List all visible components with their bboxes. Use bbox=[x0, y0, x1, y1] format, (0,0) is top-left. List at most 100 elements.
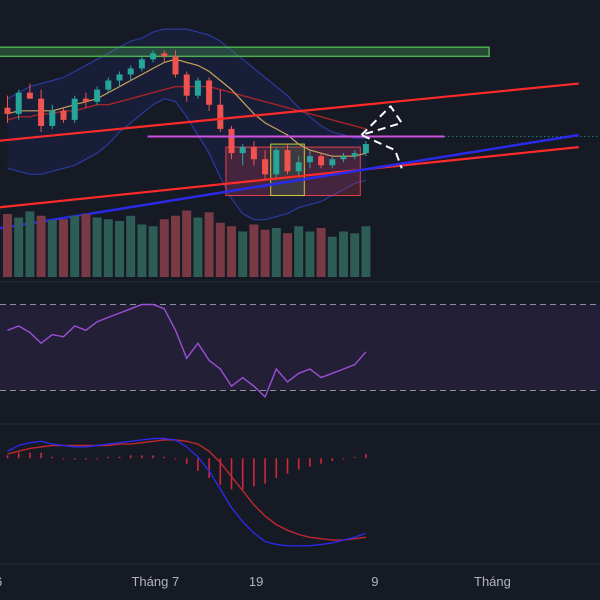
candle[interactable] bbox=[38, 89, 45, 132]
volume-bar bbox=[126, 215, 136, 277]
candle[interactable] bbox=[318, 153, 325, 169]
candle[interactable] bbox=[15, 89, 22, 120]
candle-body bbox=[340, 156, 347, 160]
macd-line[interactable] bbox=[7, 437, 367, 547]
volume-bar bbox=[59, 219, 68, 277]
lower-red-trendline[interactable] bbox=[0, 146, 579, 209]
candle-body bbox=[161, 53, 168, 57]
candle[interactable] bbox=[273, 147, 280, 178]
volume-bar bbox=[25, 211, 35, 277]
blue-support-trendline[interactable] bbox=[0, 133, 579, 230]
candle[interactable] bbox=[94, 86, 101, 105]
candle[interactable] bbox=[306, 150, 313, 169]
candle[interactable] bbox=[262, 150, 269, 181]
volume-bar bbox=[81, 214, 91, 277]
candle-body bbox=[194, 80, 201, 96]
candle-body bbox=[306, 156, 313, 163]
candle[interactable] bbox=[295, 156, 302, 178]
candle[interactable] bbox=[26, 83, 33, 99]
candle[interactable] bbox=[116, 71, 123, 87]
candle-body bbox=[138, 59, 145, 69]
candle[interactable] bbox=[250, 141, 257, 166]
volume-bar bbox=[193, 217, 203, 277]
candle-body bbox=[60, 110, 67, 120]
candle[interactable] bbox=[228, 125, 235, 160]
candle[interactable] bbox=[82, 92, 89, 108]
candle-body bbox=[329, 159, 336, 166]
candle[interactable] bbox=[239, 144, 246, 166]
candle[interactable] bbox=[362, 141, 369, 157]
candle-body bbox=[262, 159, 269, 175]
candle-body bbox=[273, 150, 280, 175]
volume-bar bbox=[283, 233, 292, 277]
candle-body bbox=[150, 53, 157, 60]
time-axis-label: Tháng bbox=[474, 574, 511, 589]
macd-signal-line[interactable] bbox=[7, 439, 366, 541]
candle-body bbox=[295, 162, 302, 172]
volume-bar bbox=[249, 224, 259, 277]
volume-bar bbox=[14, 217, 24, 277]
time-axis-label: 19 bbox=[249, 574, 263, 589]
candle[interactable] bbox=[4, 95, 11, 123]
rsi-pane[interactable] bbox=[0, 303, 600, 399]
candle-body bbox=[362, 144, 369, 154]
volume-bar bbox=[137, 224, 147, 277]
candle[interactable] bbox=[161, 50, 168, 63]
candle[interactable] bbox=[194, 77, 201, 99]
time-axis-label: Tháng 7 bbox=[131, 574, 179, 589]
upper-red-trendline[interactable] bbox=[0, 82, 579, 142]
volume-bar bbox=[350, 233, 360, 277]
candle[interactable] bbox=[206, 77, 213, 111]
projection-path[interactable] bbox=[360, 105, 403, 169]
candle[interactable] bbox=[138, 56, 145, 72]
volume-bar bbox=[92, 217, 102, 277]
candle-body bbox=[228, 128, 235, 154]
volume-bar bbox=[148, 226, 158, 277]
volume-bar bbox=[238, 231, 248, 277]
short-moving-average-line bbox=[7, 58, 367, 157]
candle-body bbox=[15, 92, 22, 114]
candle[interactable] bbox=[127, 65, 134, 81]
volume-bar bbox=[36, 215, 46, 277]
candle-body bbox=[82, 98, 89, 102]
candle-body bbox=[71, 98, 78, 120]
volume-pane bbox=[3, 210, 371, 277]
candle[interactable] bbox=[340, 153, 347, 163]
rsi-band bbox=[0, 304, 600, 391]
time-axis: 6 Tháng 7 19 9 Tháng bbox=[0, 574, 511, 589]
candle[interactable] bbox=[49, 104, 56, 129]
candle[interactable] bbox=[105, 77, 112, 93]
candle[interactable] bbox=[150, 50, 157, 63]
time-axis-label: 6 bbox=[0, 574, 2, 589]
bollinger-upper-line bbox=[7, 28, 366, 139]
bollinger-lower-line bbox=[7, 98, 367, 221]
volume-bar bbox=[3, 214, 12, 277]
candle[interactable] bbox=[71, 95, 78, 123]
volume-bar bbox=[227, 226, 236, 277]
candle[interactable] bbox=[183, 71, 190, 102]
candle-body bbox=[284, 150, 291, 172]
time-axis-label: 9 bbox=[371, 574, 378, 589]
candle[interactable] bbox=[329, 156, 336, 169]
candle[interactable] bbox=[284, 144, 291, 175]
candle-body bbox=[127, 68, 134, 75]
volume-bar bbox=[305, 231, 315, 277]
resistance-zone[interactable] bbox=[0, 46, 490, 58]
volume-bar bbox=[316, 228, 326, 277]
candle[interactable] bbox=[217, 89, 224, 132]
volume-bar bbox=[115, 221, 124, 277]
candle-body bbox=[239, 147, 246, 154]
volume-bar bbox=[159, 219, 169, 277]
volume-bar bbox=[294, 226, 304, 277]
candle-body bbox=[94, 89, 101, 102]
candle-body bbox=[206, 80, 213, 105]
candle[interactable] bbox=[60, 107, 67, 123]
volume-bar bbox=[271, 228, 281, 277]
candle[interactable] bbox=[172, 50, 179, 78]
rsi-line[interactable] bbox=[7, 303, 367, 399]
candle[interactable] bbox=[351, 150, 358, 160]
volume-bar bbox=[103, 219, 113, 277]
macd-pane[interactable] bbox=[6, 437, 367, 547]
price-pane[interactable] bbox=[0, 28, 600, 230]
